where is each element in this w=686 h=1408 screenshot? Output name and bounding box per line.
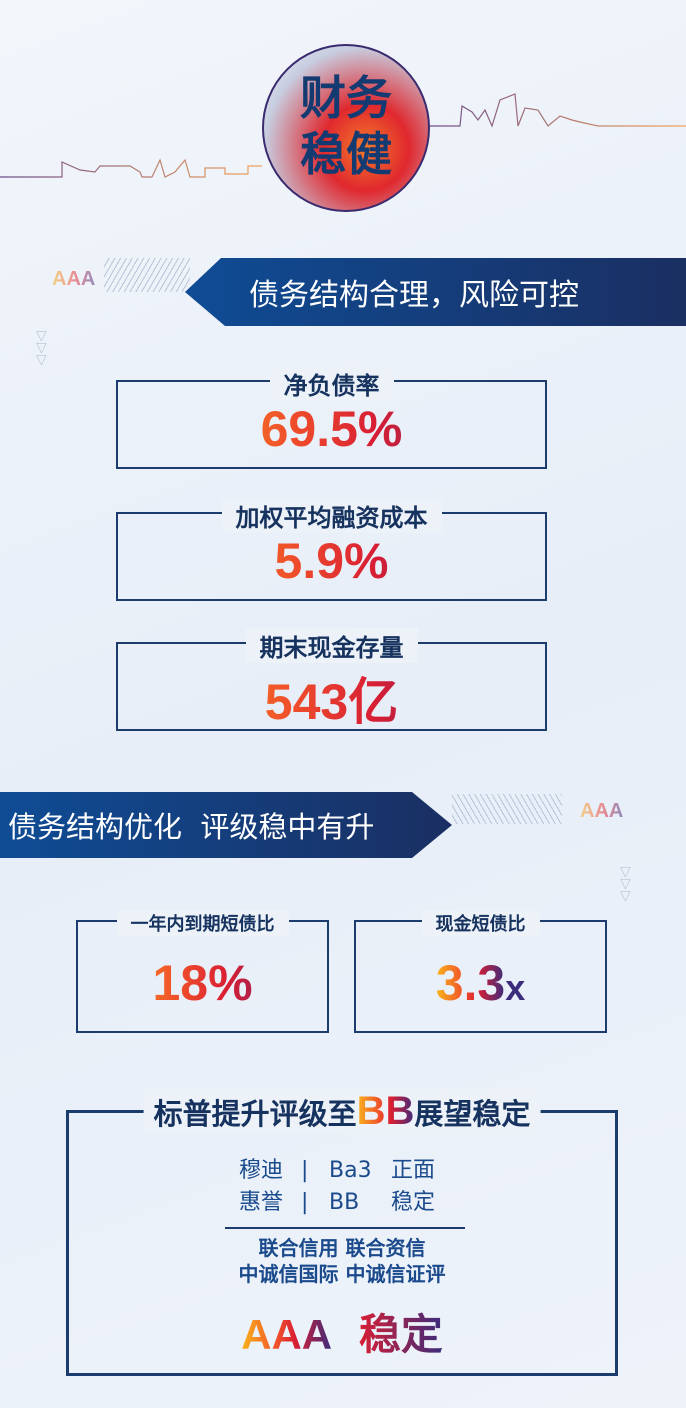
arrow-down-icon: ▽ ▽ ▽ bbox=[620, 864, 631, 904]
aaa-badge: AAA bbox=[580, 800, 624, 822]
metric-value: 18% bbox=[78, 954, 327, 1012]
section1-banner: 债务结构合理，风险可控 bbox=[185, 258, 686, 326]
metric-card-short-debt-ratio: 一年内到期短债比 18% bbox=[76, 910, 329, 1033]
hatch-decoration bbox=[104, 258, 190, 292]
separator: | bbox=[301, 1190, 309, 1215]
metric-card-cash-short-debt: 现金短债比 3.3x bbox=[354, 910, 607, 1033]
arrow-down-icon: ▽ ▽ ▽ bbox=[36, 328, 47, 368]
page-title: 财务 稳健 bbox=[262, 70, 430, 182]
metric-card-cash: 期末现金存量 543亿 bbox=[116, 628, 547, 734]
metric-label: 现金短债比 bbox=[421, 910, 540, 936]
title-bb: BB bbox=[356, 1089, 415, 1133]
rating-row-fitch: 惠誉 | BB 稳定 bbox=[239, 1187, 435, 1219]
metric-label: 净负债率 bbox=[269, 366, 394, 401]
metric-label: 加权平均融资成本 bbox=[221, 498, 442, 533]
domestic-rating: AAA 稳定 bbox=[69, 1301, 615, 1362]
agencies-line-2: 中诚信国际 中诚信证评 bbox=[238, 1262, 446, 1286]
outlook: 稳定 bbox=[391, 1190, 436, 1215]
domestic-agencies: 联合信用 联合资信 中诚信国际 中诚信证评 bbox=[69, 1235, 615, 1287]
agencies-line-1: 联合信用 联合资信 bbox=[258, 1236, 426, 1260]
rating-row-moodys: 穆迪 | Ba3 正面 bbox=[239, 1155, 435, 1187]
hatch-decoration bbox=[452, 794, 562, 824]
metric-value: 69.5% bbox=[118, 400, 545, 458]
section1-banner-text: 债务结构合理，风险可控 bbox=[249, 278, 579, 313]
rating: Ba3 bbox=[329, 1158, 372, 1183]
section2-banner: 债务结构优化 评级稳中有升 bbox=[0, 792, 452, 858]
skyline-decoration bbox=[0, 93, 686, 178]
ratings-title: 标普提升评级至BB展望稳定 bbox=[143, 1089, 541, 1134]
metric-value: 3.3 bbox=[435, 955, 506, 1011]
title-pre: 标普提升评级至 bbox=[153, 1097, 357, 1131]
domestic-rating-value: AAA bbox=[241, 1311, 333, 1358]
outlook: 正面 bbox=[391, 1158, 436, 1183]
agency: 穆迪 bbox=[239, 1158, 284, 1183]
ratings-card: 标普提升评级至BB展望稳定 穆迪 | Ba3 正面 惠誉 | BB 稳定 联合信用 联合资信… bbox=[66, 1089, 618, 1376]
title-line-2: 稳健 bbox=[300, 127, 392, 181]
title-post: 展望稳定 bbox=[414, 1097, 531, 1131]
aaa-badge: AAA bbox=[52, 268, 96, 290]
divider bbox=[225, 1227, 465, 1229]
intl-ratings: 穆迪 | Ba3 正面 惠誉 | BB 稳定 bbox=[239, 1155, 435, 1219]
metric-suffix: x bbox=[505, 967, 526, 1008]
title-circle bbox=[262, 44, 430, 212]
metric-label: 一年内到期短债比 bbox=[116, 910, 289, 936]
metric-value: 543亿 bbox=[118, 662, 545, 734]
agency: 惠誉 bbox=[239, 1190, 284, 1215]
metric-card-net-debt: 净负债率 69.5% bbox=[116, 366, 547, 469]
rating: BB bbox=[329, 1190, 360, 1215]
section2-banner-text: 债务结构优化 评级稳中有升 bbox=[8, 810, 375, 844]
metric-value: 5.9% bbox=[118, 532, 545, 590]
title-line-1: 财务 bbox=[300, 71, 392, 125]
metric-label: 期末现金存量 bbox=[245, 628, 418, 663]
metric-card-financing-cost: 加权平均融资成本 5.9% bbox=[116, 498, 547, 601]
separator: | bbox=[301, 1158, 309, 1183]
domestic-outlook: 稳定 bbox=[358, 1311, 443, 1358]
